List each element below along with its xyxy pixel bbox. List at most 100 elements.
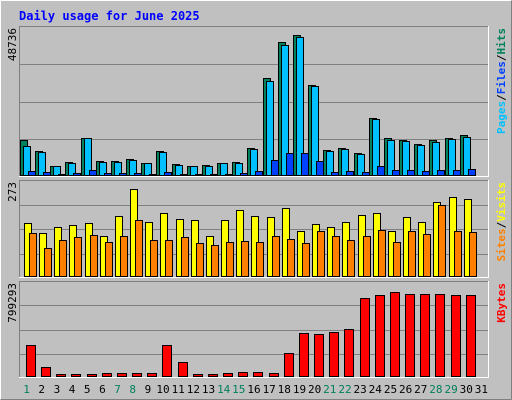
- day-label-12: 12: [187, 383, 200, 396]
- bar-kbytes-day-16: [253, 372, 263, 377]
- bar-files-day-30: [463, 137, 471, 176]
- bar-kbytes-day-9: [147, 373, 157, 377]
- day-label-7: 7: [114, 383, 121, 396]
- bar-files-day-2: [38, 152, 46, 176]
- bar-sites-day-26: [408, 231, 416, 277]
- series-sites: [29, 205, 477, 277]
- bar-pages-day-16: [255, 171, 263, 176]
- bar-pages-day-14: [225, 174, 233, 176]
- day-label-18: 18: [278, 383, 291, 396]
- bar-kbytes-day-10: [162, 345, 172, 377]
- bar-sites-day-21: [332, 236, 340, 277]
- bar-files-day-27: [417, 145, 425, 176]
- legend-entry: /: [495, 221, 508, 228]
- bar-kbytes-day-18: [284, 353, 294, 377]
- chart-title: Daily usage for June 2025: [19, 9, 200, 23]
- bar-kbytes-day-13: [208, 374, 218, 377]
- legend-entry: Files: [495, 61, 508, 94]
- bar-pages-day-4: [73, 173, 81, 176]
- bar-files-day-11: [175, 165, 183, 176]
- day-label-20: 20: [308, 383, 321, 396]
- day-label-28: 28: [429, 383, 442, 396]
- bar-pages-day-24: [377, 166, 385, 176]
- day-label-24: 24: [369, 383, 383, 396]
- day-label-8: 8: [129, 383, 136, 396]
- bar-files-day-26: [402, 141, 410, 176]
- bar-pages-day-22: [346, 171, 354, 176]
- bar-files-day-13: [205, 166, 213, 176]
- bar-files-day-16: [250, 149, 258, 176]
- bar-files-day-10: [159, 152, 167, 176]
- day-label-13: 13: [202, 383, 215, 396]
- bar-files-day-17: [266, 81, 274, 176]
- day-label-30: 30: [460, 383, 473, 396]
- bar-kbytes-day-30: [466, 295, 476, 377]
- legend-entry: Sites: [495, 228, 508, 261]
- day-label-23: 23: [353, 383, 366, 396]
- bar-sites-day-16: [256, 242, 264, 277]
- legend-entry: /: [495, 94, 508, 101]
- bar-kbytes-day-5: [87, 374, 97, 377]
- bar-sites-day-12: [196, 243, 204, 277]
- bar-sites-day-25: [393, 242, 401, 277]
- bar-pages-day-26: [407, 170, 415, 176]
- bar-sites-day-19: [302, 243, 310, 277]
- bar-pages-day-11: [180, 174, 188, 176]
- bar-sites-day-20: [317, 231, 325, 277]
- day-label-15: 15: [232, 383, 245, 396]
- bar-kbytes-day-8: [132, 373, 142, 377]
- bar-sites-day-11: [181, 237, 189, 277]
- bar-kbytes-day-28: [435, 294, 445, 377]
- day-label-17: 17: [263, 383, 276, 396]
- axis-max-label: 799293: [6, 283, 19, 323]
- bar-files-day-12: [190, 166, 198, 176]
- bar-kbytes-day-7: [117, 373, 127, 377]
- bar-kbytes-day-26: [405, 294, 415, 377]
- bar-sites-day-24: [378, 230, 386, 277]
- bar-pages-day-10: [164, 172, 172, 176]
- bar-files-day-15: [235, 163, 243, 176]
- bar-sites-day-22: [347, 240, 355, 277]
- bar-sites-day-5: [90, 235, 98, 277]
- bar-pages-day-2: [43, 172, 51, 176]
- plot-area: [19, 281, 489, 378]
- bar-kbytes-day-24: [375, 295, 385, 377]
- bar-sites-day-6: [105, 242, 113, 277]
- bar-files-day-1: [23, 146, 31, 176]
- bar-kbytes-day-15: [238, 372, 248, 377]
- bar-sites-day-23: [363, 236, 371, 277]
- legend-entry: Visits: [495, 182, 508, 222]
- bar-sites-day-15: [241, 241, 249, 277]
- bar-pages-day-19: [301, 153, 309, 176]
- day-label-29: 29: [444, 383, 457, 396]
- bar-pages-day-15: [240, 173, 248, 176]
- bar-sites-day-3: [59, 240, 67, 277]
- bar-files-day-21: [326, 151, 334, 176]
- bar-kbytes-day-1: [26, 345, 36, 377]
- bar-pages-day-25: [392, 170, 400, 176]
- bar-kbytes-day-2: [41, 367, 51, 377]
- axis-max-label: 273: [6, 182, 19, 202]
- day-label-31: 31: [475, 383, 488, 396]
- bar-sites-day-10: [165, 240, 173, 277]
- day-label-5: 5: [84, 383, 91, 396]
- bar-files-day-5: [84, 138, 92, 176]
- day-label-2: 2: [38, 383, 45, 396]
- bar-sites-day-29: [454, 231, 462, 277]
- chart-panels: 48736Pages/Files/Hits273Sites/Visits7992…: [6, 26, 508, 378]
- bar-kbytes-day-25: [390, 292, 400, 377]
- bar-files-day-3: [53, 166, 61, 176]
- day-label-3: 3: [54, 383, 61, 396]
- bar-pages-day-3: [58, 174, 66, 176]
- bar-kbytes-day-14: [223, 373, 233, 377]
- bar-pages-day-18: [286, 153, 294, 176]
- bar-kbytes-day-11: [178, 362, 188, 377]
- bar-pages-day-5: [89, 170, 97, 176]
- bar-files-day-18: [281, 45, 289, 176]
- bar-kbytes-day-23: [360, 298, 370, 377]
- bar-kbytes-day-17: [269, 373, 279, 377]
- bar-kbytes-day-4: [71, 374, 81, 377]
- day-label-4: 4: [69, 383, 76, 396]
- bar-sites-day-14: [226, 242, 234, 277]
